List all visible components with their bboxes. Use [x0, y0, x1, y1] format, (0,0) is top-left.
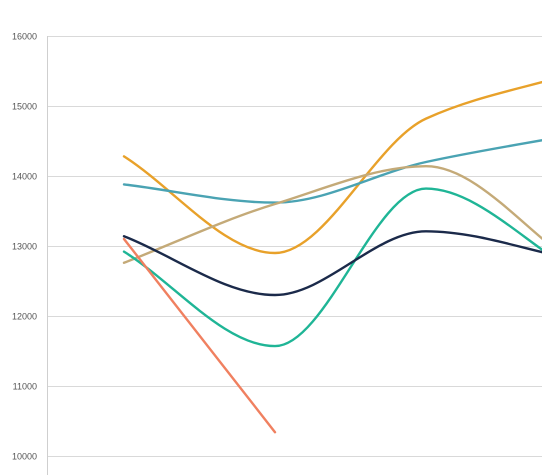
series-line-2	[122, 139, 542, 204]
y-tick-label: 13000	[12, 242, 37, 252]
y-tick-label: 14000	[12, 172, 37, 182]
series-line-3	[122, 165, 542, 264]
series-line-5	[122, 230, 542, 297]
y-axis-tick-labels: 10000 11000 12000 13000 14000 15000 16000	[12, 32, 37, 462]
y-tick-label: 11000	[13, 382, 37, 392]
series-line-6	[122, 237, 277, 434]
y-tick-label: 16000	[12, 32, 37, 42]
series-line-4	[122, 187, 542, 348]
y-tick-label: 12000	[12, 312, 37, 322]
y-tick-label: 15000	[12, 102, 37, 112]
series-line-1	[122, 80, 542, 255]
series-lines	[122, 80, 542, 434]
y-tick-label: 10000	[12, 452, 37, 462]
